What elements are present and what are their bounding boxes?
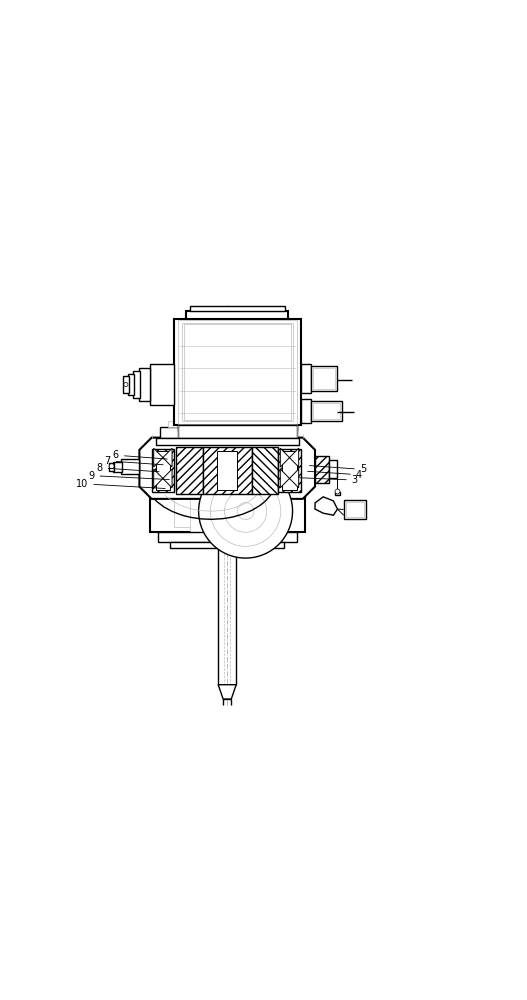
Bar xyxy=(329,460,337,478)
Polygon shape xyxy=(315,497,337,515)
Bar xyxy=(301,364,311,393)
Bar xyxy=(311,401,341,421)
Bar xyxy=(187,431,288,436)
Bar xyxy=(184,324,290,420)
Polygon shape xyxy=(154,448,172,467)
Polygon shape xyxy=(218,685,236,699)
Bar xyxy=(301,399,311,423)
Polygon shape xyxy=(154,469,172,488)
Bar xyxy=(203,447,252,494)
Text: 3: 3 xyxy=(299,475,358,485)
Polygon shape xyxy=(280,469,299,488)
Bar xyxy=(174,497,280,527)
Bar xyxy=(217,451,237,490)
Bar xyxy=(113,462,122,472)
Circle shape xyxy=(237,503,254,520)
Bar xyxy=(252,447,278,494)
Bar xyxy=(190,306,285,311)
Bar xyxy=(178,425,297,438)
Bar xyxy=(109,463,114,471)
Text: 6: 6 xyxy=(113,450,167,460)
Bar xyxy=(150,497,305,532)
Bar xyxy=(123,376,129,393)
Bar xyxy=(178,320,297,424)
Bar xyxy=(313,403,339,419)
Circle shape xyxy=(109,464,114,469)
Polygon shape xyxy=(280,448,299,467)
Bar xyxy=(133,371,140,398)
Bar xyxy=(190,497,264,532)
Circle shape xyxy=(210,476,281,546)
Bar xyxy=(156,438,299,445)
Bar xyxy=(335,492,340,495)
Bar xyxy=(182,323,292,421)
Text: 5: 5 xyxy=(310,464,366,474)
Bar xyxy=(344,500,366,519)
Text: 8: 8 xyxy=(96,463,159,473)
Bar xyxy=(170,542,285,548)
Bar xyxy=(315,456,329,483)
Bar xyxy=(152,449,174,492)
Bar xyxy=(278,449,301,492)
Circle shape xyxy=(124,382,128,387)
Bar xyxy=(158,532,297,542)
Bar xyxy=(129,374,134,395)
Text: 7: 7 xyxy=(104,456,163,466)
Circle shape xyxy=(199,464,292,558)
Bar xyxy=(160,427,295,438)
Bar xyxy=(187,311,288,319)
Bar xyxy=(346,502,364,517)
Polygon shape xyxy=(139,438,315,499)
Text: 4: 4 xyxy=(308,470,362,480)
Bar xyxy=(311,366,337,391)
Bar xyxy=(282,451,297,490)
Circle shape xyxy=(335,489,340,494)
Bar xyxy=(168,421,287,427)
Bar xyxy=(313,368,336,389)
Bar xyxy=(121,459,139,474)
Bar xyxy=(176,447,203,494)
Bar xyxy=(156,451,170,490)
Bar xyxy=(178,425,297,431)
Bar xyxy=(150,364,174,405)
Bar xyxy=(174,319,301,425)
Text: 9: 9 xyxy=(89,471,169,481)
Bar xyxy=(139,368,150,401)
Text: 10: 10 xyxy=(76,479,165,489)
Circle shape xyxy=(225,490,267,532)
